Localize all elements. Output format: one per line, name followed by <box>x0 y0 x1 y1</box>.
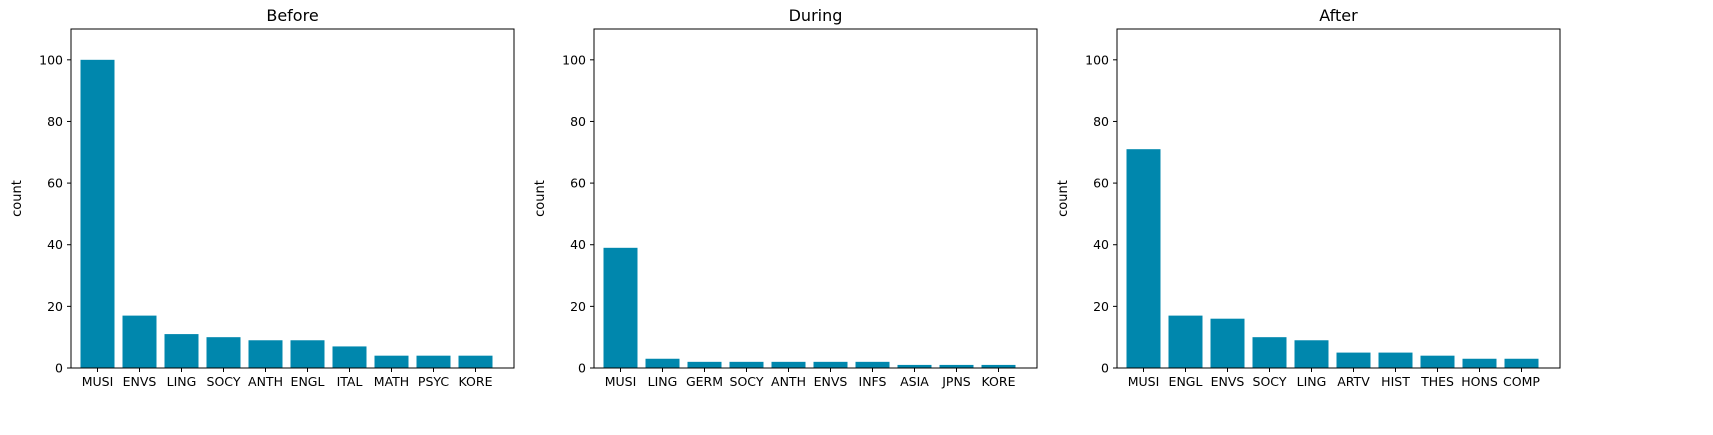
bar-socy <box>1252 337 1287 368</box>
plot-frame <box>1116 28 1561 369</box>
y-tick-label: 100 <box>562 52 586 67</box>
y-tick-label: 60 <box>47 176 63 191</box>
x-tick-label: SOCY <box>207 374 241 389</box>
bar-comp <box>1504 358 1539 368</box>
bar-thes <box>1420 355 1455 368</box>
x-tick-label: SOCY <box>1253 374 1287 389</box>
x-tick-label: MUSI <box>82 374 114 389</box>
bar-socy <box>729 361 764 368</box>
y-tick-label: 0 <box>578 361 586 376</box>
x-tick-label: SOCY <box>730 374 764 389</box>
x-tick-label: MUSI <box>1128 374 1160 389</box>
y-tick-label: 40 <box>47 237 63 252</box>
bar-engl <box>1168 315 1203 368</box>
bar-ital <box>332 346 367 368</box>
x-tick-label: ENVS <box>123 374 157 389</box>
x-tick-label: KORE <box>982 374 1016 389</box>
bar-asia <box>897 364 932 368</box>
bar-engl <box>290 340 325 368</box>
x-tick-label: ENVS <box>814 374 848 389</box>
y-axis-label: count <box>533 180 548 217</box>
chart-panel-before: Before MUSI ENVS LING SOCY ANTH ENGL ITAL MATH PS… <box>10 6 515 389</box>
y-tick-label: 60 <box>1093 176 1109 191</box>
x-tick-label: ARTV <box>1337 374 1370 389</box>
x-tick-label: ENGL <box>291 374 325 389</box>
y-tick-label: 20 <box>1093 299 1109 314</box>
bar-musi <box>1126 149 1161 368</box>
chart-title: During <box>789 6 843 25</box>
x-tick-label: KORE <box>459 374 493 389</box>
bar-socy <box>206 337 241 368</box>
bar-math <box>374 355 409 368</box>
x-tick-label: ANTH <box>248 374 283 389</box>
plot-frame <box>70 28 515 369</box>
bar-kore <box>981 364 1016 368</box>
y-tick-label: 40 <box>1093 237 1109 252</box>
x-tick-label: THES <box>1420 374 1454 389</box>
x-tick-label: ITAL <box>337 374 363 389</box>
x-tick-label: COMP <box>1503 374 1540 389</box>
x-tick-label: LING <box>1297 374 1327 389</box>
bar-hons <box>1462 358 1497 368</box>
bar-envs <box>1210 318 1245 368</box>
bar-jpns <box>939 364 974 368</box>
y-axis-label: count <box>1056 180 1071 217</box>
x-tick-label: LING <box>648 374 678 389</box>
y-tick-label: 0 <box>1101 361 1109 376</box>
y-tick-label: 80 <box>1093 114 1109 129</box>
x-tick-label: INFS <box>859 374 887 389</box>
bar-anth <box>248 340 283 368</box>
y-tick-label: 60 <box>570 176 586 191</box>
x-tick-label: PSYC <box>418 374 449 389</box>
x-tick-label: ENGL <box>1169 374 1203 389</box>
chart-panel-after: After MUSI ENGL ENVS SOCY LING ARTV HIST THES HON… <box>1056 6 1561 389</box>
x-tick-label: LING <box>167 374 197 389</box>
bar-kore <box>458 355 493 368</box>
x-tick-label: JPNS <box>941 374 971 389</box>
x-tick-label: ASIA <box>900 374 929 389</box>
x-tick-label: HIST <box>1381 374 1410 389</box>
chart-panel-during: During MUSI LING GERM SOCY ANTH ENVS INFS ASIA JP… <box>533 6 1038 389</box>
x-tick-label: GERM <box>686 374 723 389</box>
y-tick-label: 0 <box>55 361 63 376</box>
y-tick-label: 20 <box>570 299 586 314</box>
bar-musi <box>80 59 115 369</box>
bar-ling <box>1294 340 1329 368</box>
chart-title: Before <box>266 6 318 25</box>
y-tick-label: 40 <box>570 237 586 252</box>
x-tick-label: MATH <box>374 374 409 389</box>
y-tick-label: 80 <box>47 114 63 129</box>
bar-psyc <box>416 355 451 368</box>
x-tick-label: ENVS <box>1211 374 1245 389</box>
bar-envs <box>813 361 848 368</box>
bar-hist <box>1378 352 1413 368</box>
x-tick-label: HONS <box>1461 374 1498 389</box>
y-tick-label: 80 <box>570 114 586 129</box>
y-tick-label: 100 <box>39 52 63 67</box>
bar-musi <box>603 247 638 368</box>
y-tick-label: 100 <box>1085 52 1109 67</box>
bar-germ <box>687 361 722 368</box>
bar-ling <box>164 334 199 368</box>
bar-ling <box>645 358 680 368</box>
x-tick-label: MUSI <box>605 374 637 389</box>
y-axis-label: count <box>10 180 25 217</box>
x-tick-label: ANTH <box>771 374 806 389</box>
bar-anth <box>771 361 806 368</box>
bar-artv <box>1336 352 1371 368</box>
bar-envs <box>122 315 157 368</box>
chart-title: After <box>1319 6 1358 25</box>
y-tick-label: 20 <box>47 299 63 314</box>
bar-infs <box>855 361 890 368</box>
plot-frame <box>593 28 1038 369</box>
